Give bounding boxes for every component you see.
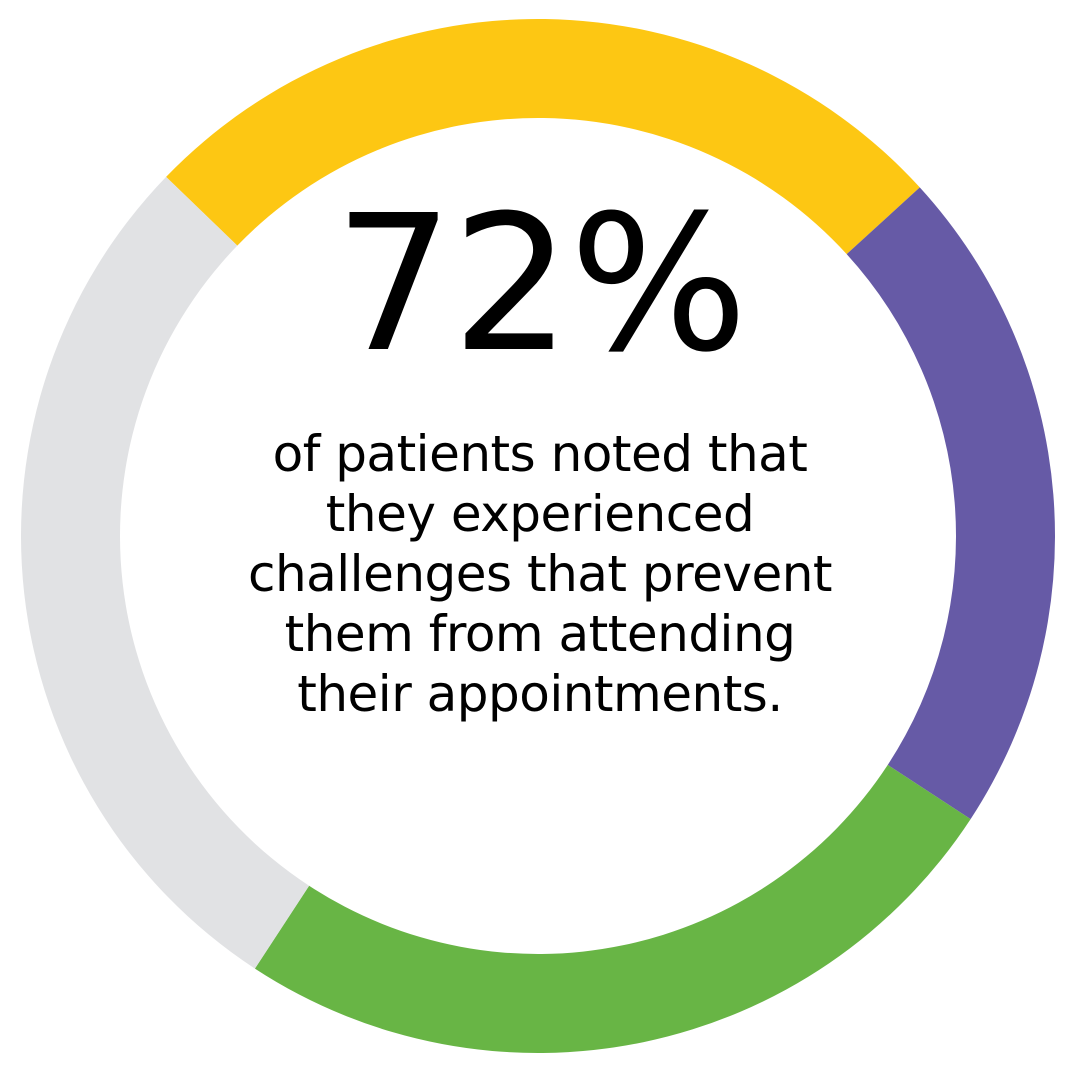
donut-segment-2 <box>846 187 1056 820</box>
donut-segment-4 <box>20 176 310 969</box>
caption-line: of patients noted that <box>272 425 808 483</box>
donut-segment-3 <box>254 764 971 1053</box>
caption-line: their appointments. <box>297 665 783 723</box>
caption-line: they experienced <box>325 485 755 543</box>
donut-segment-1 <box>166 18 920 255</box>
caption-line: them from attending <box>284 605 796 663</box>
center-text: 72% of patients noted that they experien… <box>140 190 940 724</box>
headline-percentage: 72% <box>334 175 748 394</box>
caption: of patients noted that they experienced … <box>140 424 940 724</box>
caption-line: challenges that prevent <box>247 545 833 603</box>
